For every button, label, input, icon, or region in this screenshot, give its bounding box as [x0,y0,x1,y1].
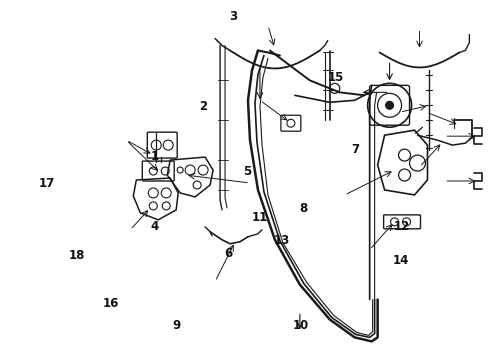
Text: 9: 9 [172,319,181,332]
Text: 6: 6 [224,247,232,260]
Text: 12: 12 [393,220,410,233]
Text: 7: 7 [351,143,359,156]
Text: 3: 3 [229,10,237,23]
Text: 1: 1 [150,150,159,163]
Text: 2: 2 [199,100,208,113]
Text: 18: 18 [68,249,85,262]
Text: 14: 14 [393,254,410,267]
Text: 16: 16 [102,297,119,310]
Text: 4: 4 [150,220,159,233]
Text: 17: 17 [39,177,55,190]
Text: 13: 13 [273,234,290,247]
Text: 15: 15 [327,71,343,84]
Text: 8: 8 [299,202,308,215]
Circle shape [386,101,393,109]
Text: 11: 11 [251,211,268,224]
Text: 5: 5 [244,165,251,177]
Text: 10: 10 [293,319,309,332]
